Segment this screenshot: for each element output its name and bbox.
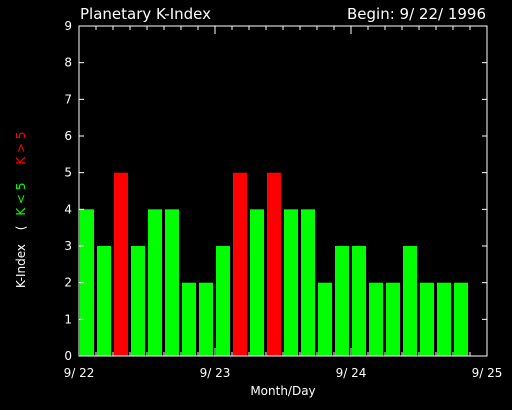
k-index-bar: [165, 209, 179, 356]
k-index-bar: [250, 209, 264, 356]
k-index-bar: [267, 172, 281, 356]
k-index-bar: [301, 209, 315, 356]
k-index-bar: [148, 209, 162, 356]
x-tick-label: 9/ 23: [200, 366, 231, 380]
k-index-bar: [386, 282, 400, 356]
k-index-bar: [437, 282, 451, 356]
y-axis-label-low: K < 5: [14, 182, 28, 215]
k-index-bar: [454, 282, 468, 356]
y-axis-label: K-Index ( K < 5 K > 5: [14, 131, 28, 288]
y-tick-label: 4: [64, 202, 72, 216]
y-tick-label: 5: [64, 166, 72, 180]
x-tick-label: 9/ 25: [472, 366, 503, 380]
y-tick-group: 0 1 2 3 4 5 6 7 8 9: [64, 19, 487, 363]
k-index-bar: [352, 246, 366, 356]
begin-date-label: Begin: 9/ 22/ 1996: [347, 5, 486, 23]
k-index-bar: [182, 282, 196, 356]
k-index-bar: [131, 246, 145, 356]
y-tick-label: 7: [64, 92, 72, 106]
y-tick-label: 1: [64, 312, 72, 326]
k-index-bar: [369, 282, 383, 356]
k-index-bar: [403, 246, 417, 356]
x-tick-label: 9/ 22: [64, 366, 95, 380]
y-tick-label: 3: [64, 239, 72, 253]
x-tick-group: 9/ 22 9/ 23 9/ 24 9/ 25: [64, 26, 503, 380]
svg-text:K-Index ( K <: K-Index ( K < 5 K > 5: [14, 131, 28, 288]
chart-title: Planetary K-Index: [80, 5, 211, 23]
k-index-bar: [199, 282, 213, 356]
y-tick-label: 2: [64, 276, 72, 290]
y-tick-label: 6: [64, 129, 72, 143]
k-index-bar: [97, 246, 111, 356]
k-index-bar: [420, 282, 434, 356]
x-axis-label: Month/Day: [250, 384, 315, 398]
k-index-bar: [318, 282, 332, 356]
bar-group: [80, 172, 468, 356]
y-tick-label: 8: [64, 56, 72, 70]
y-axis-label-paren: (: [14, 226, 28, 231]
y-tick-label: 0: [64, 349, 72, 363]
x-tick-label: 9/ 24: [336, 366, 367, 380]
y-axis-label-high: K > 5: [14, 131, 28, 164]
k-index-bar: [233, 172, 247, 356]
y-tick-label: 9: [64, 19, 72, 33]
k-index-bar: [114, 172, 128, 356]
k-index-bar: [216, 246, 230, 356]
y-axis-label-prefix: K-Index: [14, 244, 28, 288]
k-index-bar: [335, 246, 349, 356]
k-index-bar: [284, 209, 298, 356]
